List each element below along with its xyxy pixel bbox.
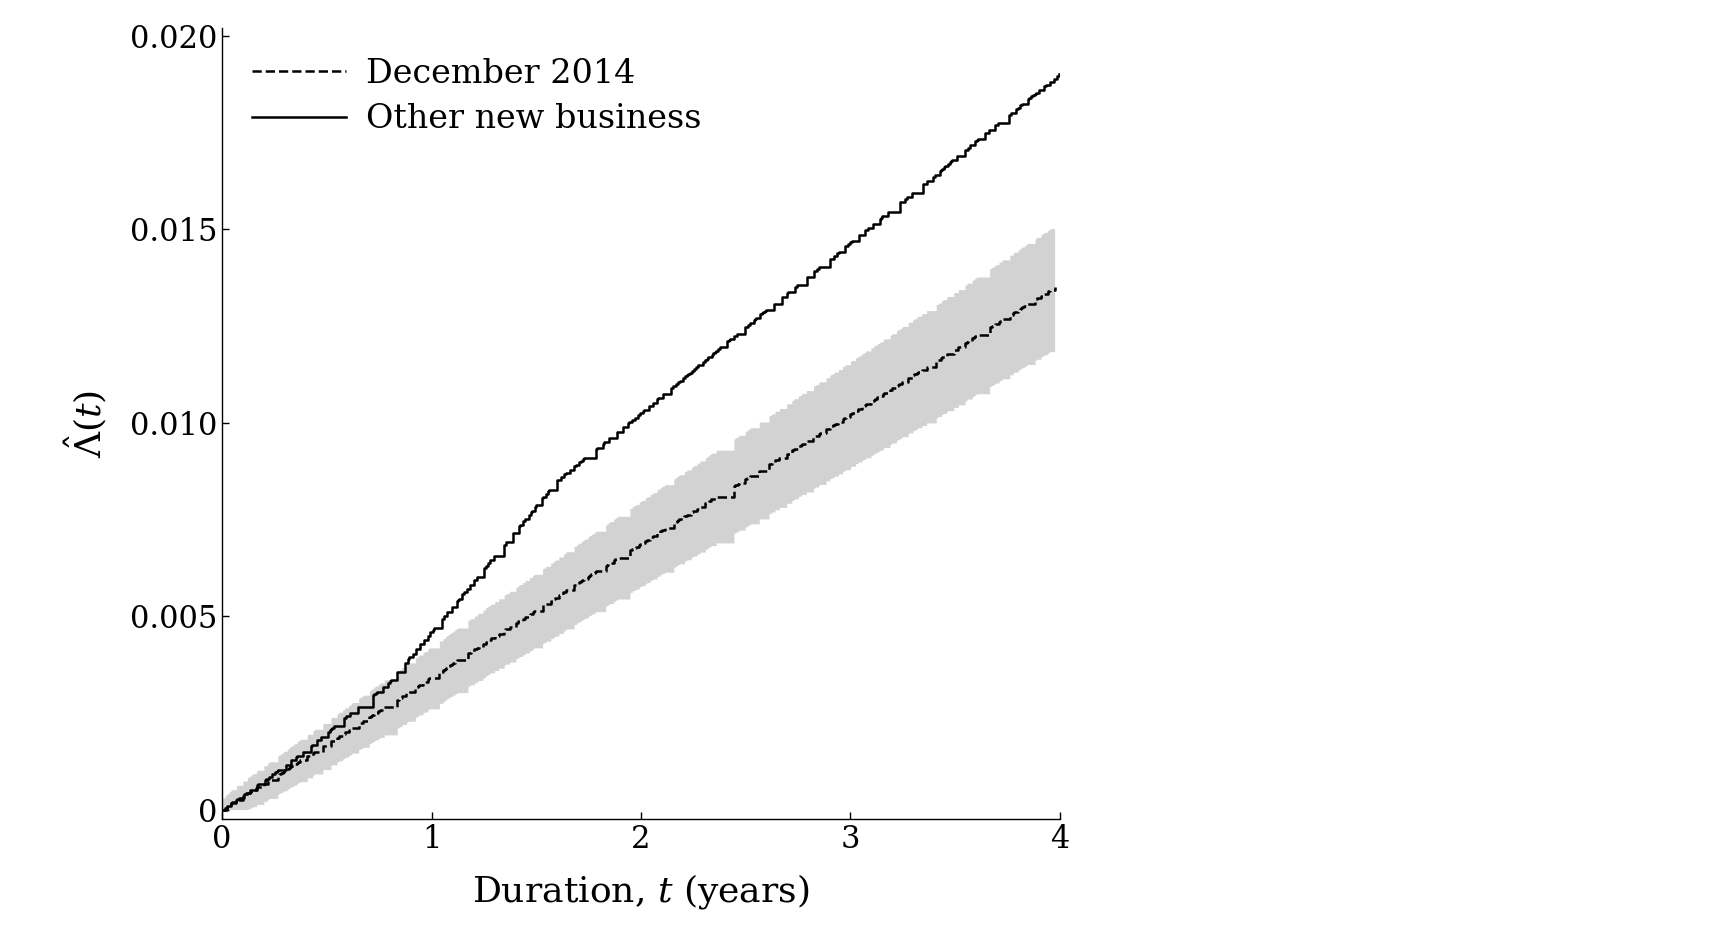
Line: Other new business: Other new business <box>222 74 1060 810</box>
December 2014 <box>523 606 543 617</box>
X-axis label: Duration, $t$ (years): Duration, $t$ (years) <box>472 871 810 911</box>
Other new business <box>984 119 1005 130</box>
Other new business <box>573 454 593 466</box>
Other new business <box>752 307 772 318</box>
December 2014 <box>581 569 602 580</box>
Line: December 2014: December 2014 <box>222 287 1054 810</box>
December 2014 <box>964 331 984 343</box>
Other new business <box>858 223 878 234</box>
Other new business <box>930 165 950 176</box>
Legend: December 2014, Other new business: December 2014, Other new business <box>239 45 714 149</box>
Other new business <box>1049 69 1070 80</box>
Y-axis label: $\hat{\Lambda}(t)$: $\hat{\Lambda}(t)$ <box>63 389 109 458</box>
December 2014 <box>911 364 931 375</box>
Other new business <box>212 804 232 816</box>
December 2014 <box>1044 281 1065 292</box>
December 2014 <box>579 570 600 581</box>
Other new business <box>607 426 627 438</box>
December 2014 <box>603 555 624 566</box>
December 2014 <box>212 804 232 816</box>
